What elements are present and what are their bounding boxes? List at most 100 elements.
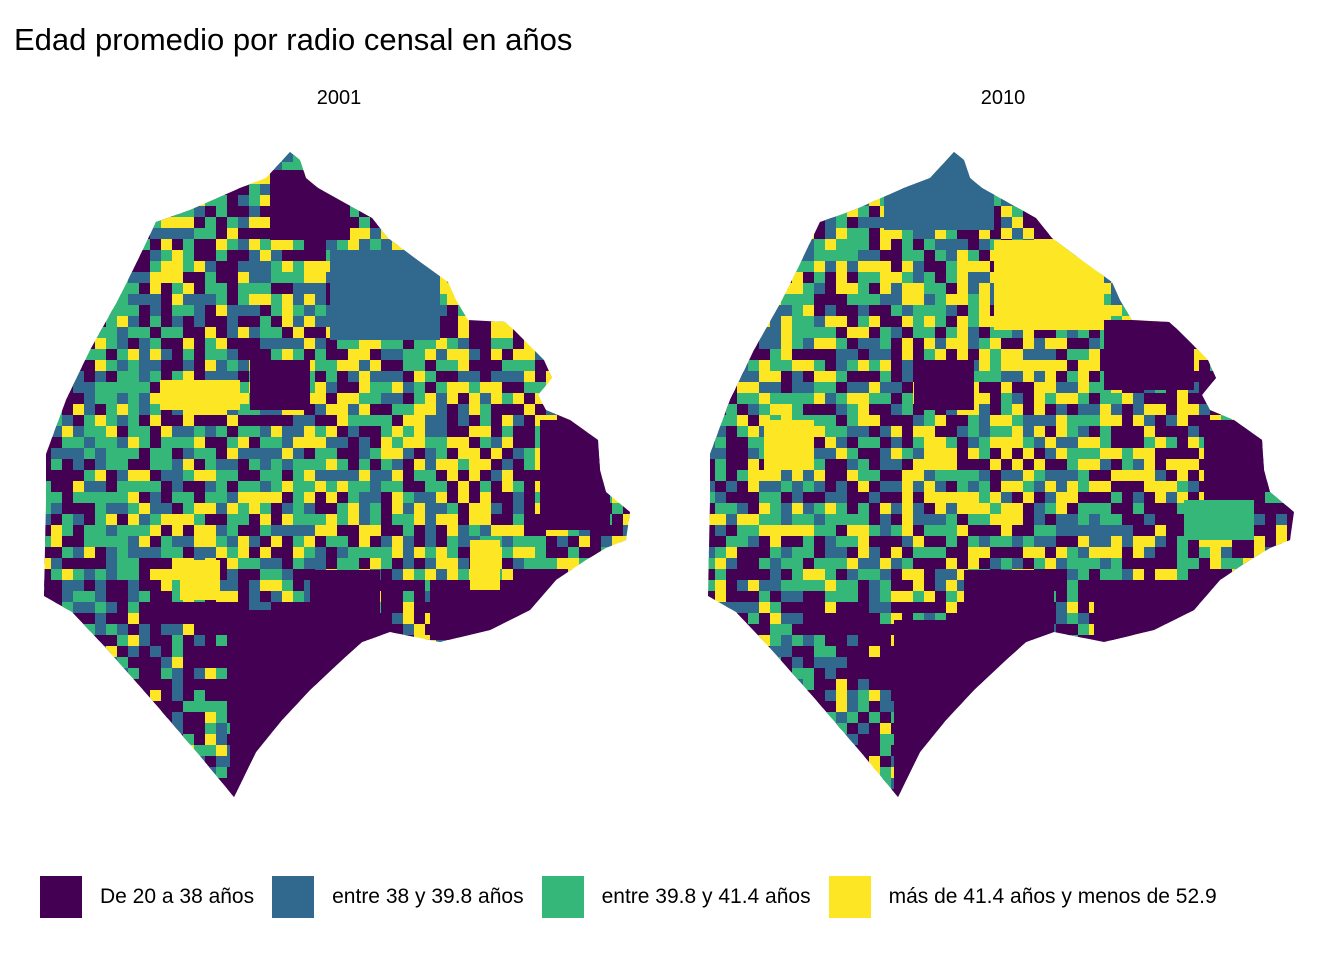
census-tract: [748, 371, 759, 382]
census-tract: [359, 767, 370, 785]
census-tract: [1221, 338, 1239, 349]
census-tract: [1254, 206, 1265, 224]
census-tract: [216, 624, 227, 642]
census-tract: [117, 382, 128, 393]
census-tract: [304, 426, 315, 437]
census-tract: [491, 327, 502, 345]
census-tract: [293, 580, 304, 598]
census-tract: [1287, 272, 1294, 290]
census-tract: [337, 152, 355, 158]
census-tract: [880, 404, 898, 415]
census-tract: [403, 382, 414, 393]
census-tract: [524, 712, 535, 723]
census-tract: [1034, 217, 1045, 228]
census-tract: [128, 580, 139, 598]
census-tract: [770, 382, 781, 393]
census-tract: [535, 272, 546, 283]
census-tract: [535, 349, 546, 360]
census-tract: [480, 349, 491, 360]
census-tract: [1089, 371, 1107, 382]
census-tract: [436, 514, 447, 525]
census-tract: [557, 712, 575, 723]
census-tract: [924, 470, 935, 488]
census-tract: [601, 558, 612, 569]
census-tract: [601, 261, 619, 279]
census-tract: [337, 470, 348, 488]
census-tract: [1199, 338, 1217, 356]
census-tract: [1122, 459, 1133, 470]
census-tract: [979, 162, 990, 180]
census-tract: [194, 152, 205, 169]
census-tract: [979, 294, 990, 312]
census-tract: [491, 404, 509, 415]
census-tract: [128, 360, 139, 378]
census-tract: [436, 646, 454, 657]
census-tract: [436, 426, 454, 437]
census-tract: [95, 580, 113, 591]
census-tract: [524, 184, 535, 202]
census-tract: [469, 250, 480, 268]
census-tract: [381, 767, 399, 778]
census-tract: [535, 338, 553, 356]
census-tract: [1144, 162, 1162, 180]
census-tract: [337, 767, 348, 785]
census-tract: [1210, 261, 1228, 279]
census-tract: [117, 162, 135, 173]
census-tract: [968, 470, 979, 481]
census-tract: [469, 206, 480, 224]
census-tract: [1177, 272, 1188, 290]
census-tract: [84, 338, 95, 349]
census-tract: [1111, 217, 1122, 235]
census-tract: [436, 162, 447, 180]
census-tract: [1287, 338, 1294, 349]
census-tract: [216, 646, 227, 657]
census-tract: [128, 239, 139, 257]
census-tract: [579, 327, 590, 345]
census-tract: [414, 679, 432, 690]
census-tract: [568, 360, 586, 378]
census-tract: [370, 745, 381, 756]
census-tract: [568, 569, 579, 580]
census-tract: [1210, 206, 1221, 224]
census-tract: [590, 382, 601, 393]
census-tract: [282, 316, 293, 334]
census-tract: [568, 745, 579, 756]
census-tract: [62, 492, 73, 503]
census-tract: [304, 712, 322, 723]
census-tract: [194, 261, 212, 272]
census-tract: [1045, 393, 1063, 404]
census-tract: [1254, 393, 1272, 404]
census-tract: [880, 327, 898, 338]
census-tract: [106, 316, 117, 334]
census-tract: [990, 152, 1008, 162]
census-tract: [260, 778, 271, 796]
census-tract: [715, 152, 733, 169]
census-tract: [84, 635, 95, 653]
census-tract: [836, 294, 847, 305]
census-tract: [293, 283, 304, 301]
census-tract: [172, 184, 190, 195]
census-tract: [84, 250, 102, 268]
census-tract: [139, 162, 157, 173]
census-tract: [44, 745, 51, 763]
census-tract: [1133, 152, 1144, 158]
census-tract: [1111, 272, 1129, 283]
census-tract: [337, 756, 348, 774]
census-tract: [546, 668, 564, 679]
census-tract: [326, 503, 337, 521]
census-tract: [1078, 338, 1089, 349]
census-tract: [73, 272, 84, 290]
census-tract: [1166, 152, 1184, 169]
census-tract: [1034, 228, 1045, 239]
census-tract: [430, 580, 580, 640]
census-tract: [238, 602, 256, 613]
census-tract: [436, 756, 454, 767]
census-tract: [715, 305, 726, 316]
census-tract: [381, 426, 392, 444]
census-tract: [161, 514, 172, 525]
census-tract: [403, 635, 414, 653]
census-tract: [95, 470, 113, 481]
census-tract: [601, 426, 612, 437]
census-tract: [95, 734, 113, 752]
census-tract: [337, 184, 348, 202]
